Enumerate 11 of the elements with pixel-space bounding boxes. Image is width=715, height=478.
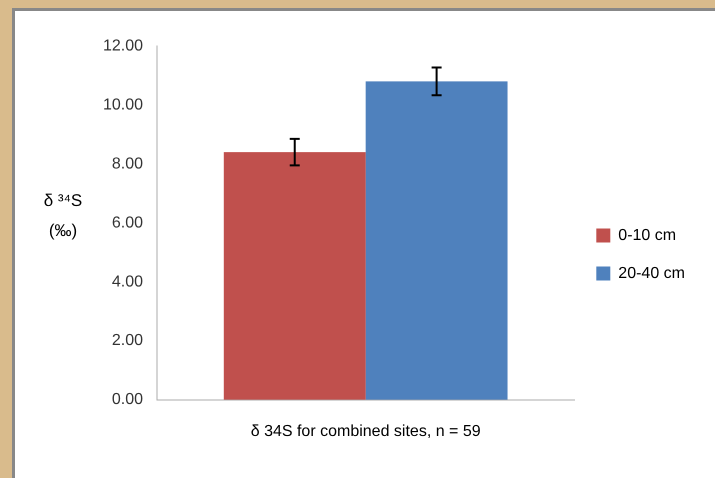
x-tick-label: δ 34S for combined sites, n = 59 (250, 422, 481, 440)
y-tick-label: 2.00 (112, 332, 144, 350)
legend-label: 20-40 cm (618, 264, 686, 282)
legend-label: 0-10 cm (618, 226, 676, 244)
y-tick-label: 0.00 (112, 391, 144, 408)
y-tick-label: 10.00 (102, 96, 144, 114)
y-tick-label: 8.00 (112, 155, 144, 172)
y-axis-title: δ ³⁴S (‰) (42, 190, 84, 242)
y-tick-label: 4.00 (112, 273, 144, 290)
y-tick-label: 6.00 (112, 214, 144, 232)
y-tick-label: 12.00 (102, 37, 144, 54)
